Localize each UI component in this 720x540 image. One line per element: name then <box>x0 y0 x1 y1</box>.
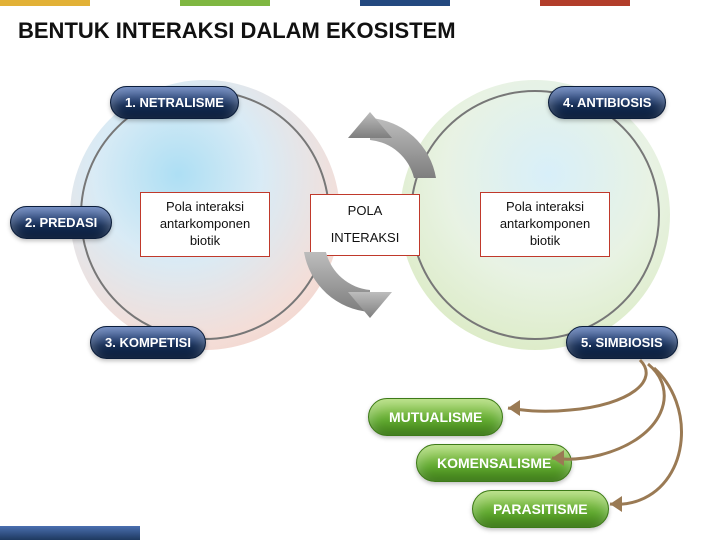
pill-antibiosis: 4. ANTIBIOSIS <box>548 86 666 119</box>
cycle-arrows-icon <box>290 110 450 320</box>
pill-predasi: 2. PREDASI <box>10 206 112 239</box>
top-color-strip <box>0 0 720 6</box>
box-left-text: Pola interaksi antarkomponen biotik <box>160 199 250 248</box>
box-left: Pola interaksi antarkomponen biotik <box>140 192 270 257</box>
box-right-text: Pola interaksi antarkomponen biotik <box>500 199 590 248</box>
box-right: Pola interaksi antarkomponen biotik <box>480 192 610 257</box>
pill-netralisme: 1. NETRALISME <box>110 86 239 119</box>
curly-arrows-icon <box>480 350 700 530</box>
pill-kompetisi: 3. KOMPETISI <box>90 326 206 359</box>
page-title: BENTUK INTERAKSI DALAM EKOSISTEM <box>18 18 456 44</box>
footer-bar <box>0 526 140 540</box>
